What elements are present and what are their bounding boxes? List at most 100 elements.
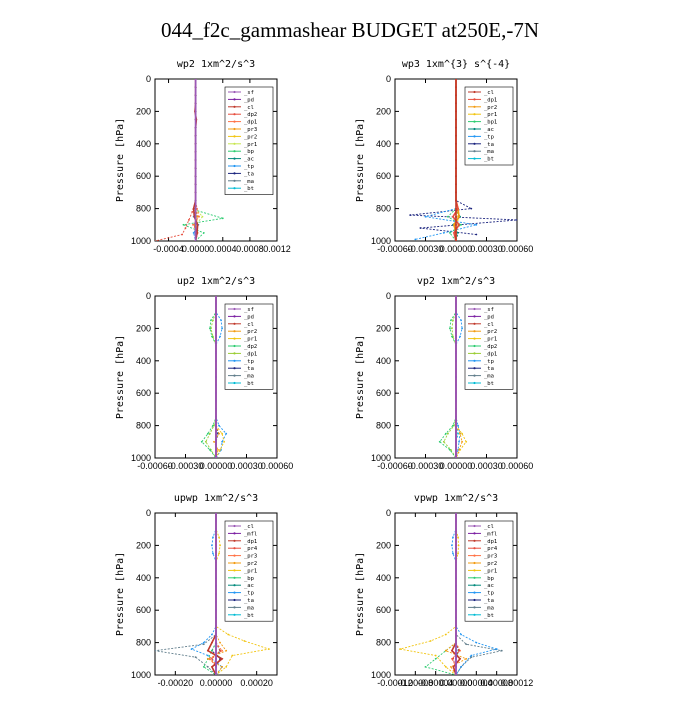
data-point xyxy=(455,601,457,603)
legend-label: _pr3 xyxy=(244,127,257,133)
data-point xyxy=(209,432,211,435)
data-point xyxy=(434,657,437,660)
data-point xyxy=(449,327,451,330)
x-tick-label: 0.00020 xyxy=(240,678,273,688)
legend-label: _mfl xyxy=(244,531,257,537)
data-point xyxy=(194,207,197,210)
data-point xyxy=(206,649,209,652)
legend-label: _ma xyxy=(484,374,494,380)
data-point xyxy=(215,576,217,579)
data-point xyxy=(455,408,457,411)
y-tick-label: 400 xyxy=(376,356,391,366)
data-point xyxy=(182,223,185,226)
y-tick-label: 400 xyxy=(376,139,391,149)
x-tick-label: 0.00030 xyxy=(470,461,503,471)
legend-label: _bp xyxy=(244,149,254,155)
data-point xyxy=(455,617,457,620)
legend-marker xyxy=(473,105,476,108)
legend: _cl_dp1 _pr2_pr1 _bp1_ac_tp _ta_ma _bt xyxy=(464,86,514,166)
data-point xyxy=(442,440,445,443)
y-tick-label: 200 xyxy=(136,540,151,550)
data-point xyxy=(429,640,432,642)
data-point xyxy=(194,223,197,226)
data-point xyxy=(455,311,457,314)
data-point xyxy=(211,649,213,652)
data-point xyxy=(455,674,457,675)
x-tick-label: 0.0008 xyxy=(236,244,264,254)
data-point xyxy=(455,536,457,539)
data-point xyxy=(194,215,197,218)
data-point xyxy=(424,215,427,218)
data-point xyxy=(215,457,217,458)
chart-panel-vpwp: vpwp 1xm^2/s^3 Pressure [hPa] 0 200 400 600 80… xyxy=(355,493,533,688)
legend-marker xyxy=(233,172,236,175)
x-tick-label: -0.00030 xyxy=(168,461,204,471)
legend-label: _bt xyxy=(484,157,494,163)
data-point xyxy=(455,593,457,595)
data-point xyxy=(225,432,228,435)
legend-marker xyxy=(473,98,476,101)
x-tick-label: -0.00030 xyxy=(408,244,444,254)
data-point xyxy=(455,576,457,579)
data-point xyxy=(465,657,468,660)
data-point xyxy=(455,151,457,153)
y-tick-label: 0 xyxy=(146,74,151,84)
data-point xyxy=(444,633,447,636)
legend-label: _sf xyxy=(244,307,254,313)
data-point xyxy=(221,217,224,220)
y-tick-label: 200 xyxy=(136,323,151,333)
data-point xyxy=(452,424,454,427)
legend-label: _bp xyxy=(484,576,494,582)
panel-title: wp2 1xm^2/s^3 xyxy=(177,59,255,70)
legend: _sf_pd _cl_pr2 _pr1_dp2_dp1 _tp_ta _ma_bt xyxy=(224,303,274,390)
legend-label: _ac xyxy=(244,157,254,163)
legend-marker xyxy=(473,539,476,542)
data-point xyxy=(211,641,213,644)
data-point xyxy=(215,552,217,555)
data-point xyxy=(215,666,217,668)
data-point xyxy=(215,674,217,675)
legend-label: _cl xyxy=(484,524,494,530)
y-tick-label: 400 xyxy=(376,573,391,583)
data-point xyxy=(191,210,194,213)
data-point xyxy=(231,654,234,657)
chart-panel-wp2: wp2 1xm^2/s^3 Pressure [hPa] 0 200 400 600 800… xyxy=(115,59,291,254)
y-tick-label: 0 xyxy=(386,508,391,518)
x-tick-label: 0.00060 xyxy=(501,244,534,254)
legend-marker xyxy=(473,352,476,355)
legend-marker xyxy=(233,381,236,385)
data-point xyxy=(450,319,452,322)
y-tick-label: 600 xyxy=(376,171,391,181)
data-point xyxy=(227,633,230,636)
data-point xyxy=(211,633,213,636)
data-point xyxy=(192,223,194,226)
legend-label: _bt xyxy=(244,613,254,619)
data-point xyxy=(215,424,217,427)
data-point xyxy=(455,134,457,137)
x-tick-label: 0.00030 xyxy=(470,244,503,254)
legend-label: _pr2 xyxy=(244,561,257,567)
legend-label: _ta xyxy=(484,598,494,604)
legend-label: _dp1 xyxy=(244,351,257,357)
legend-marker xyxy=(233,352,236,355)
data-point xyxy=(201,215,204,218)
legend-marker xyxy=(233,105,236,108)
y-tick-label: 1000 xyxy=(131,453,151,463)
data-point xyxy=(455,416,457,419)
data-point xyxy=(453,232,455,234)
data-point xyxy=(215,649,217,652)
data-point xyxy=(465,643,468,646)
data-point xyxy=(215,432,217,435)
legend-marker xyxy=(473,307,476,311)
x-tick-label: -0.00020 xyxy=(158,678,194,688)
data-point xyxy=(215,303,217,305)
data-point xyxy=(221,657,223,660)
legend-label: _pr4 xyxy=(244,546,258,552)
data-point xyxy=(155,649,156,652)
y-tick-label: 1000 xyxy=(371,453,391,463)
series-line-ma xyxy=(155,513,217,675)
legend-marker xyxy=(233,113,236,116)
panel-title: wp3 1xm^{3} s^{-4} xyxy=(402,59,510,70)
legend-box xyxy=(224,86,274,195)
data-point xyxy=(202,641,205,644)
